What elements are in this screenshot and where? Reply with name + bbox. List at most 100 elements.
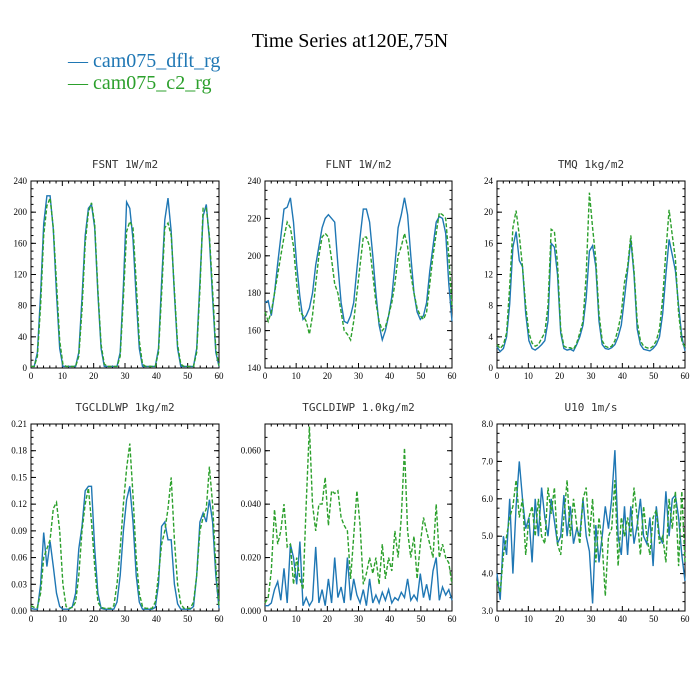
series-line-cam075_dflt_rg [264,197,453,343]
y-tick-label: 0.09 [11,526,27,536]
x-tick-label: 30 [354,614,364,624]
chart-panel-3: TMQ 1kg/m2 0 10 20 30 40 50 60 0 4 8 12 16 20 24 [484,158,690,381]
x-tick-label: 30 [121,614,131,624]
x-tick-label: 60 [681,371,691,381]
x-tick-label: 60 [215,614,225,624]
y-tick-label: 200 [14,207,28,217]
chart-title: FSNT 1W/m2 [92,158,158,171]
series-line-cam075_dflt_rg [30,485,220,610]
x-tick-label: 40 [152,614,162,624]
chart-title: FLNT 1W/m2 [325,158,391,171]
x-tick-label: 40 [618,614,628,624]
y-tick-label: 4.0 [482,569,494,579]
y-tick-label: 4 [489,332,494,342]
x-tick-label: 30 [121,371,131,381]
x-tick-label: 20 [555,614,565,624]
x-tick-label: 40 [385,614,395,624]
y-tick-label: 20 [484,207,494,217]
y-tick-label: 240 [248,176,262,186]
legend-entry-c2: — cam075_c2_rg [68,72,212,94]
x-tick-label: 30 [587,614,597,624]
y-tick-label: 140 [248,363,262,373]
x-tick-label: 40 [385,371,395,381]
y-tick-label: 240 [14,176,28,186]
y-tick-label: 0.040 [241,499,262,509]
y-tick-label: 24 [484,176,494,186]
y-tick-label: 0.020 [241,553,262,563]
x-tick-label: 0 [495,371,500,381]
series-line-cam075_c2_rg [31,197,220,368]
series-line-cam075_c2_rg [264,211,453,342]
y-tick-label: 0.060 [241,446,262,456]
y-tick-label: 12 [484,270,493,280]
series-line-cam075_c2_rg [496,480,686,597]
y-tick-label: 6.0 [482,494,494,504]
y-tick-label: 5.0 [482,531,494,541]
series-line-cam075_c2_rg [264,426,453,604]
y-tick-label: 180 [248,288,262,298]
y-tick-label: 0.000 [241,606,262,616]
x-tick-label: 20 [89,371,99,381]
y-tick-label: 40 [18,332,28,342]
y-tick-label: 16 [484,238,494,248]
x-tick-label: 10 [524,371,534,381]
x-tick-label: 0 [263,371,268,381]
y-tick-label: 0.03 [11,579,27,589]
x-tick-label: 60 [448,614,458,624]
x-tick-label: 30 [354,371,364,381]
y-tick-label: 0 [23,363,28,373]
y-tick-label: 220 [248,213,262,223]
x-tick-label: 10 [58,614,68,624]
y-tick-label: 80 [18,301,28,311]
chart-panel-4: TGCLDLWP 1kg/m2 0 10 20 30 40 50 60 0.00 0.03 0.06… [11,401,224,624]
x-tick-label: 20 [323,371,333,381]
legend-entry-dflt: — cam075_dflt_rg [68,50,221,72]
x-tick-label: 40 [618,371,628,381]
x-tick-label: 20 [555,371,565,381]
series-line-cam075_c2_rg [30,443,220,610]
series-line-cam075_dflt_rg [265,541,453,608]
x-tick-label: 40 [152,371,162,381]
x-tick-label: 30 [587,371,597,381]
chart-title: U10 1m/s [565,401,618,414]
y-tick-label: 0.12 [11,499,27,509]
x-tick-label: 50 [649,371,659,381]
x-tick-label: 50 [416,614,426,624]
y-tick-label: 0.15 [11,472,27,482]
x-tick-label: 10 [58,371,68,381]
x-tick-label: 50 [183,371,193,381]
chart-panel-5: TGCLDIWP 1.0kg/m2 0 10 20 30 40 50 60 0.000 0.020… [241,401,457,624]
y-tick-label: 0.18 [11,446,27,456]
x-tick-label: 20 [323,614,333,624]
x-tick-label: 20 [89,614,99,624]
x-tick-label: 0 [29,614,34,624]
y-tick-label: 120 [14,270,28,280]
x-tick-label: 50 [416,371,426,381]
y-tick-label: 160 [14,238,28,248]
page-title: Time Series at120E,75N [251,30,449,52]
series-line-cam075_dflt_rg [496,231,686,353]
chart-panel-6: U10 1m/s 0 10 20 30 40 50 60 3.0 4.0 5.0 6.0 7.0 8.0 [482,401,690,624]
x-tick-label: 0 [495,614,500,624]
x-tick-label: 10 [524,614,534,624]
chart-panel-1: FSNT 1W/m2 0 10 20 30 40 50 60 0 40 80 120 160 200 240 [14,158,225,381]
x-tick-label: 60 [681,614,691,624]
x-tick-label: 0 [263,614,268,624]
x-tick-label: 50 [649,614,659,624]
chart-title: TMQ 1kg/m2 [558,158,624,171]
y-tick-label: 8 [489,301,494,311]
y-tick-label: 3.0 [482,606,494,616]
chart-title: TGCLDIWP 1.0kg/m2 [302,401,415,414]
y-tick-label: 7.0 [482,456,494,466]
y-tick-label: 0 [489,363,494,373]
y-tick-label: 8.0 [482,419,494,429]
chart-panel-2: FLNT 1W/m2 0 10 20 30 40 50 60 140 160 180 200 220 24… [248,158,458,381]
series-line-cam075_c2_rg [496,192,686,351]
series-line-cam075_dflt_rg [496,450,686,604]
y-tick-label: 160 [248,326,262,336]
x-tick-label: 60 [448,371,458,381]
x-tick-label: 0 [29,371,34,381]
y-tick-label: 0.00 [11,606,27,616]
y-tick-label: 200 [248,251,262,261]
